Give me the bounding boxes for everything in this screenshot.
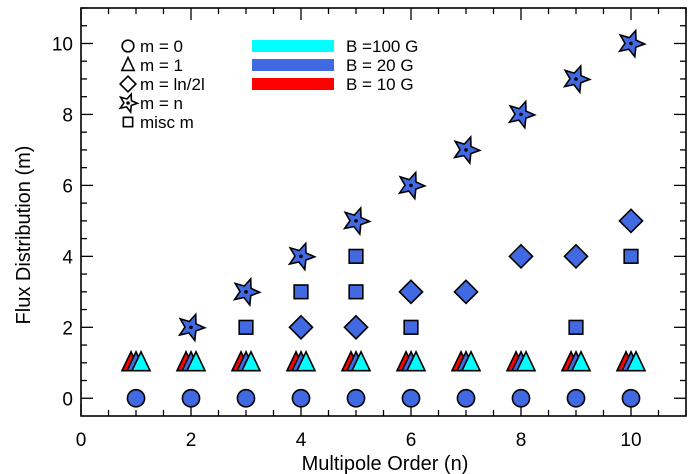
circle-point [511, 388, 531, 408]
legend-square-icon [122, 116, 134, 128]
diamond-point [508, 243, 534, 270]
triangle-point [295, 349, 317, 372]
marker-legend-label: m = 1 [140, 56, 183, 75]
circle-point [456, 388, 476, 408]
triangle-point [460, 349, 482, 372]
triangle-point [570, 349, 592, 372]
square-point [348, 248, 364, 264]
legend-star-icon [118, 92, 140, 115]
x-tick-label: 10 [620, 430, 641, 451]
y-tick-label: 0 [62, 389, 73, 410]
triangle-point [625, 349, 647, 372]
color-legend-label: B =100 G [346, 37, 418, 56]
legend-star-icon-center [126, 101, 130, 105]
legend-diamond-icon [118, 74, 138, 94]
star-point-center [189, 325, 193, 330]
x-axis-title: Multipole Order (n) [302, 453, 469, 474]
circle-point [621, 388, 641, 408]
circle-point [181, 388, 201, 408]
circle-point [291, 388, 311, 408]
square-point [623, 248, 639, 264]
x-tick-label: 2 [186, 430, 197, 451]
diamond-point [398, 279, 424, 305]
marker-legend-label: m = ln/2l [140, 75, 205, 94]
diamond-point [288, 314, 314, 340]
square-point [293, 284, 309, 300]
y-tick-label: 2 [62, 318, 73, 339]
triangle-point [240, 349, 262, 372]
square-point [568, 319, 584, 335]
x-tick-label: 8 [516, 430, 527, 451]
star-point-center [574, 77, 578, 81]
y-tick-label: 10 [52, 34, 73, 55]
legend-color-swatch [252, 40, 334, 52]
diamond-point [563, 243, 589, 270]
marker-legend-label: m = 0 [140, 37, 183, 56]
color-legend-label: B = 20 G [346, 56, 414, 75]
x-tick-label: 4 [296, 430, 307, 451]
triangle-point [130, 349, 152, 372]
circle-point [126, 388, 146, 408]
legend-circle-icon [121, 39, 135, 53]
triangle-point [350, 349, 372, 372]
square-point [403, 319, 419, 335]
square-point [238, 319, 254, 335]
circle-point [401, 388, 421, 408]
diamond-point [618, 208, 644, 234]
diamond-point [343, 314, 369, 340]
star-point-center [354, 219, 358, 223]
star-point-center [409, 183, 413, 188]
diamond-point [453, 279, 479, 305]
marker-legend-label: m = n [140, 94, 183, 113]
star-point-center [244, 290, 248, 294]
star-point-center [299, 254, 303, 259]
y-axis-title: Flux Distribution (m) [13, 146, 35, 325]
y-tick-label: 6 [62, 176, 73, 197]
square-point [348, 284, 364, 300]
legend-color-swatch [252, 78, 334, 90]
circle-point [566, 388, 586, 408]
circle-point [346, 388, 366, 408]
star-point-center [519, 112, 523, 117]
triangle-point [185, 349, 207, 372]
star-point-center [629, 41, 633, 46]
star-point-center [464, 148, 468, 152]
circle-point [236, 388, 256, 408]
y-tick-label: 8 [62, 105, 73, 126]
x-tick-label: 6 [406, 430, 417, 451]
color-legend-label: B = 10 G [346, 75, 414, 94]
marker-legend-label: misc m [140, 113, 194, 132]
legend-triangle-icon [120, 55, 136, 72]
y-tick-label: 4 [62, 247, 73, 268]
triangle-point [405, 349, 427, 372]
x-tick-label: 0 [76, 430, 87, 451]
triangle-point [515, 349, 537, 372]
legend-color-swatch [252, 59, 334, 71]
